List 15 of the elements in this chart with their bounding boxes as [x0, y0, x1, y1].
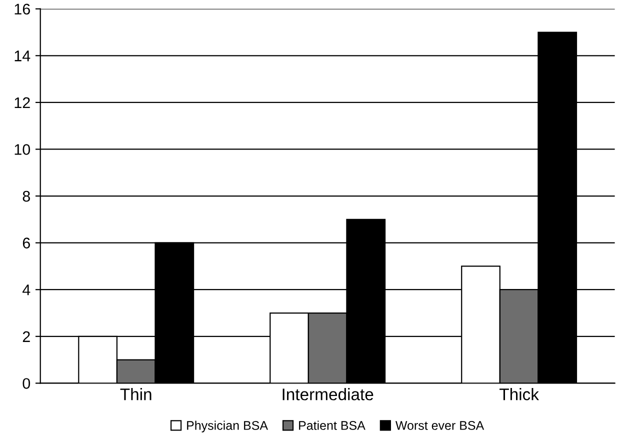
y-tick-label: 4: [22, 284, 30, 296]
legend-label: Physician BSA: [187, 420, 268, 432]
x-tick-label: Thin: [120, 388, 152, 400]
y-tick-label: 8: [22, 190, 30, 202]
x-tick-label: Intermediate: [282, 388, 374, 400]
y-tick-label: 14: [14, 50, 30, 62]
y-tick-label: 16: [14, 4, 30, 15]
y-tick-label: 0: [22, 378, 30, 389]
legend-label: Worst ever BSA: [395, 421, 484, 430]
y-tick-label: 10: [14, 144, 30, 155]
y-tick-label: 12: [14, 97, 30, 108]
x-tick-label: Thick: [500, 388, 539, 400]
y-tick-label: 6: [22, 238, 30, 249]
y-tick-label: 2: [22, 331, 30, 342]
legend-label: Patient BSA: [299, 420, 366, 430]
